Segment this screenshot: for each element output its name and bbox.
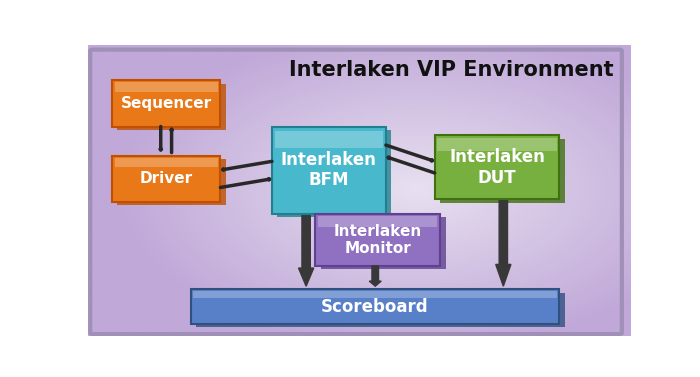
FancyArrow shape — [370, 266, 382, 286]
Text: Interlaken
Monitor: Interlaken Monitor — [334, 224, 422, 256]
FancyBboxPatch shape — [318, 216, 438, 227]
FancyBboxPatch shape — [193, 291, 556, 298]
FancyBboxPatch shape — [196, 293, 565, 327]
FancyArrow shape — [496, 199, 511, 286]
FancyBboxPatch shape — [321, 217, 446, 269]
FancyBboxPatch shape — [115, 158, 218, 167]
FancyArrow shape — [340, 211, 352, 214]
FancyBboxPatch shape — [112, 80, 220, 127]
FancyBboxPatch shape — [112, 156, 220, 202]
FancyBboxPatch shape — [118, 159, 226, 205]
FancyBboxPatch shape — [115, 83, 218, 92]
FancyBboxPatch shape — [190, 289, 559, 324]
Text: Interlaken
DUT: Interlaken DUT — [449, 148, 545, 187]
Text: Interlaken
BFM: Interlaken BFM — [281, 151, 377, 190]
FancyBboxPatch shape — [440, 139, 565, 202]
FancyBboxPatch shape — [277, 130, 391, 217]
FancyBboxPatch shape — [274, 131, 383, 148]
Text: Driver: Driver — [139, 171, 193, 186]
Text: Sequencer: Sequencer — [120, 96, 211, 111]
Text: Scoreboard: Scoreboard — [321, 297, 429, 316]
FancyArrow shape — [298, 214, 314, 286]
FancyBboxPatch shape — [435, 135, 559, 199]
FancyBboxPatch shape — [118, 84, 226, 130]
Text: Interlaken VIP Environment: Interlaken VIP Environment — [289, 60, 614, 80]
FancyBboxPatch shape — [272, 127, 386, 214]
FancyBboxPatch shape — [315, 214, 440, 266]
FancyBboxPatch shape — [438, 138, 556, 151]
